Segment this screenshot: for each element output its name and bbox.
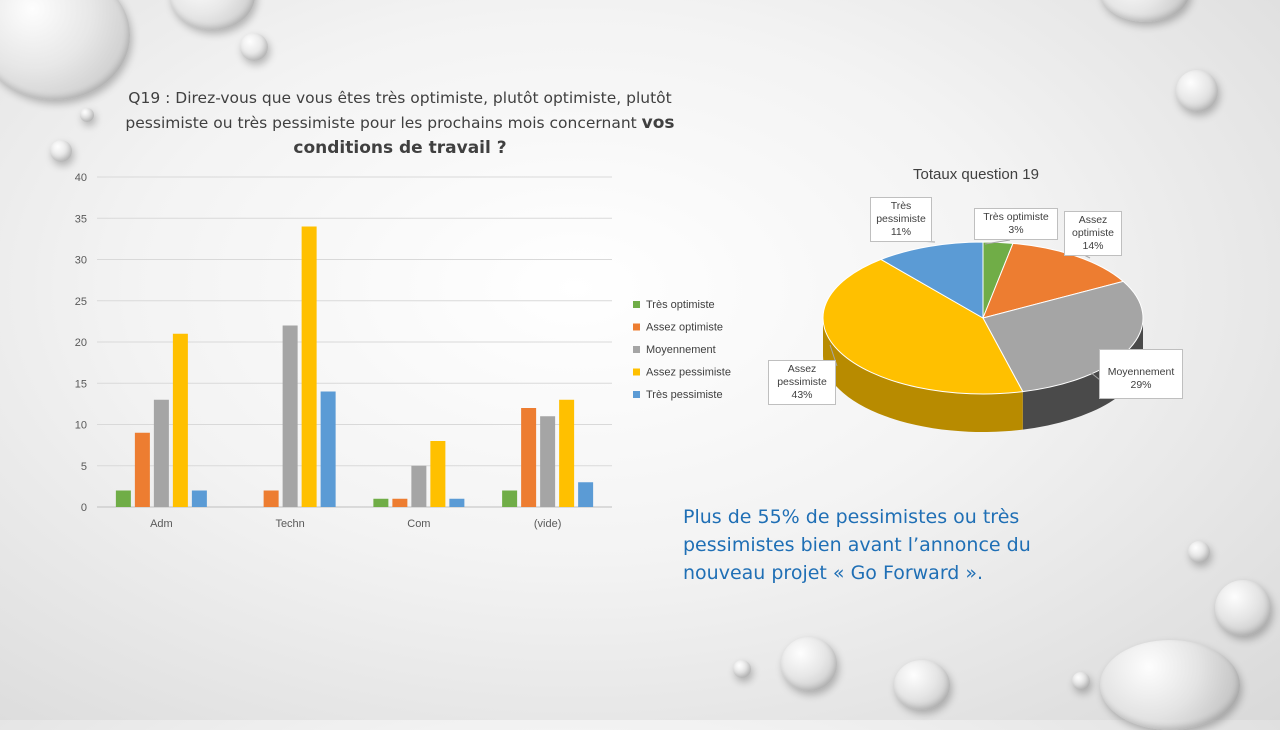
y-tick-label: 10 <box>75 420 87 432</box>
question-line-3: conditions de travail ? <box>120 136 680 161</box>
pie-label-pct: 14% <box>1082 240 1104 252</box>
bar <box>411 465 427 507</box>
legend-label: Très pessimiste <box>646 389 723 401</box>
question-line-2-text: pessimiste ou très pessimiste pour les p… <box>125 114 642 132</box>
bar <box>191 490 207 507</box>
pie-label-assez-optimiste: Assez optimiste 14% <box>1064 211 1122 256</box>
pie-label-moyennement: Moyennement 29% <box>1099 349 1183 399</box>
x-tick-label: Adm <box>150 518 173 530</box>
question-line-3-bold: conditions de travail ? <box>293 138 507 158</box>
x-tick-label: Com <box>407 518 430 530</box>
y-tick-label: 40 <box>75 172 87 184</box>
water-drop-decoration <box>733 660 751 678</box>
note-line-3: nouveau projet « Go Forward ». <box>683 562 984 584</box>
question-line-2: pessimiste ou très pessimiste pour les p… <box>120 111 680 136</box>
bar <box>373 498 389 507</box>
pie-label-pct: 29% <box>1130 379 1152 391</box>
x-tick-label: Techn <box>275 518 304 530</box>
pie-slice-side <box>823 318 1023 433</box>
pie-slice-side <box>1022 318 1143 430</box>
legend-swatch <box>633 346 640 353</box>
bar <box>282 325 298 507</box>
bar <box>172 333 188 507</box>
legend-swatch <box>633 323 640 331</box>
water-drop-decoration <box>50 140 72 162</box>
y-tick-label: 15 <box>75 378 87 390</box>
legend-label: Assez optimiste <box>646 322 723 334</box>
question-line-1: Q19 : Direz-vous que vous êtes très opti… <box>128 89 672 107</box>
bar <box>153 399 169 507</box>
legend-swatch <box>633 368 640 376</box>
water-drop-decoration <box>1215 580 1271 636</box>
water-drop-decoration <box>1100 640 1240 730</box>
y-tick-label: 25 <box>75 296 87 308</box>
bar <box>540 416 556 507</box>
legend-swatch <box>633 391 640 398</box>
question-line-2-bold: vos <box>641 113 675 133</box>
conclusion-note: Plus de 55% de pessimistes ou très pessi… <box>683 503 1063 587</box>
bar <box>263 490 279 507</box>
bar <box>115 490 131 507</box>
bar <box>521 408 537 507</box>
y-tick-label: 35 <box>75 213 87 225</box>
pie-slice <box>822 258 1024 395</box>
bar <box>320 391 336 507</box>
pie-label-assez-pessimiste: Assez pessimiste 43% <box>768 360 836 405</box>
bar <box>502 490 518 507</box>
pie-label-pct: 3% <box>1008 224 1024 236</box>
note-line-2: pessimistes bien avant l’annonce du <box>683 534 1031 556</box>
water-drop-decoration <box>1176 70 1218 112</box>
bar <box>578 482 594 507</box>
water-drop-decoration <box>1100 0 1190 22</box>
pie-label-pct: 43% <box>791 389 813 401</box>
legend-label: Assez pessimiste <box>646 367 731 379</box>
water-drop-decoration <box>781 637 837 691</box>
bar-chart: 0 5 10 15 20 25 30 35 40 Adm Techn Com (vide) Très op… <box>75 172 731 530</box>
pie-label-text: Très optimiste <box>983 211 1049 223</box>
pie-label-text: Moyennement <box>1107 366 1175 378</box>
pie-leader-line <box>1089 371 1101 381</box>
x-tick-label: (vide) <box>534 518 562 530</box>
pie-leader-line <box>984 239 1011 245</box>
water-drop-decoration <box>240 33 268 61</box>
y-tick-label: 20 <box>75 337 87 349</box>
y-tick-label: 30 <box>75 255 87 267</box>
pie-label-text: Assez optimiste <box>1071 214 1114 239</box>
water-drop-decoration <box>80 108 94 122</box>
note-line-1: Plus de 55% de pessimistes ou très <box>683 506 1020 528</box>
pie-label-tres-pessimiste: Très pessimiste 11% <box>870 197 932 242</box>
pie-slice <box>879 241 984 319</box>
legend-label: Très optimiste <box>646 299 715 311</box>
water-drop-decoration <box>894 660 950 710</box>
pie-label-pct: 11% <box>890 226 912 238</box>
pie-chart-title: Totaux question 19 <box>913 166 1039 183</box>
pie-label-tres-optimiste: Très optimiste 3% <box>974 208 1058 240</box>
bar <box>392 498 408 507</box>
legend-swatch <box>633 301 640 308</box>
bar <box>559 399 575 507</box>
bar <box>430 441 446 507</box>
y-tick-label: 0 <box>81 502 87 514</box>
pie-label-text: Très pessimiste <box>876 200 926 225</box>
question-title: Q19 : Direz-vous que vous êtes très opti… <box>120 86 680 161</box>
water-drop-decoration <box>1188 541 1210 563</box>
y-tick-label: 5 <box>81 461 87 473</box>
bar <box>449 498 465 507</box>
bar <box>301 226 317 507</box>
water-drop-decoration <box>1072 672 1090 690</box>
pie-slice <box>982 242 1125 319</box>
pie-label-text: Assez pessimiste <box>777 363 827 388</box>
bar <box>134 432 150 507</box>
legend-label: Moyennement <box>646 344 716 356</box>
